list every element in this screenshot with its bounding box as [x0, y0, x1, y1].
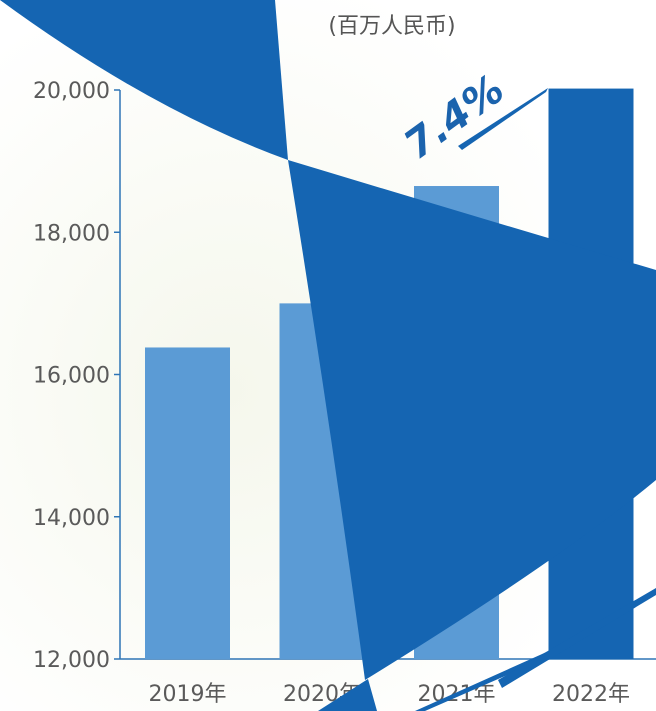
decor-bottom-line-2 — [498, 588, 656, 688]
decor-bottom-line-1 — [415, 646, 562, 711]
y-tick-label: 16,000 — [33, 364, 110, 389]
y-tick-label: 12,000 — [33, 648, 110, 673]
category-labels: 2019年2020年2021年2022年 — [149, 682, 631, 707]
y-tick-labels: 12,000 14,000 16,000 18,000 20,000 — [33, 79, 120, 673]
decor-swoosh-top-left — [0, 0, 288, 160]
y-tick-label: 20,000 — [33, 79, 110, 104]
y-tick-label: 18,000 — [33, 221, 110, 246]
y-tick-label: 14,000 — [33, 506, 110, 531]
decor-growth-arrow — [458, 88, 548, 150]
decor-swoosh-large — [288, 160, 656, 680]
x-category-label: 2022年 — [552, 682, 630, 707]
decor-bottom-streak — [318, 679, 377, 711]
unit-label: (百万人民币) — [328, 14, 455, 39]
x-category-label: 2019年 — [149, 682, 227, 707]
bar-2019年 — [145, 347, 230, 659]
